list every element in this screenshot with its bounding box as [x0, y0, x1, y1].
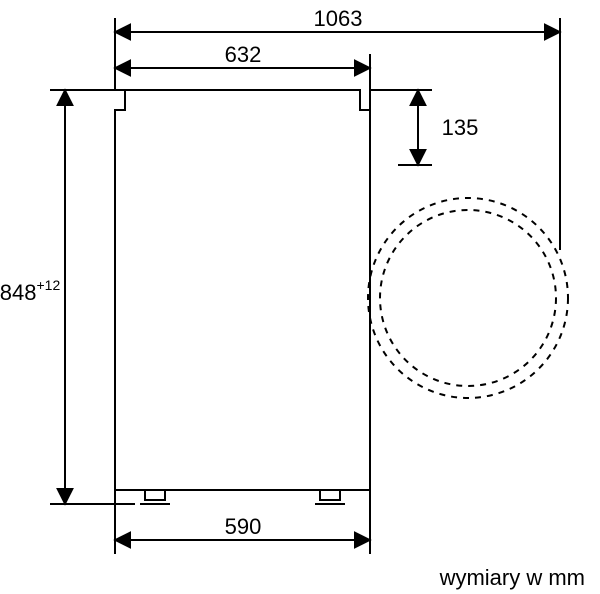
dim-height-value: 848+12: [0, 277, 60, 305]
door-circle-inner: [380, 210, 556, 386]
door-swing: [368, 198, 568, 398]
feet: [140, 490, 345, 504]
dim-overall-width: [115, 18, 560, 250]
dim-height: [50, 90, 135, 504]
caption: wymiary w mm: [439, 565, 585, 590]
dim-base-width-value: 590: [225, 514, 262, 539]
door-circle-outer: [368, 198, 568, 398]
dimension-diagram: 1063 632 135 848+12 590 wymiary w mm: [0, 0, 600, 594]
body-outline: [115, 90, 370, 490]
dim-body-depth-value: 632: [225, 42, 262, 67]
appliance-outline: [115, 90, 370, 504]
dim-height-super: +12: [36, 277, 60, 293]
dim-overall-width-value: 1063: [314, 6, 363, 31]
dim-door-offset-value: 135: [442, 115, 479, 140]
dim-door-offset: [370, 90, 432, 165]
dim-height-base: 848: [0, 280, 36, 305]
